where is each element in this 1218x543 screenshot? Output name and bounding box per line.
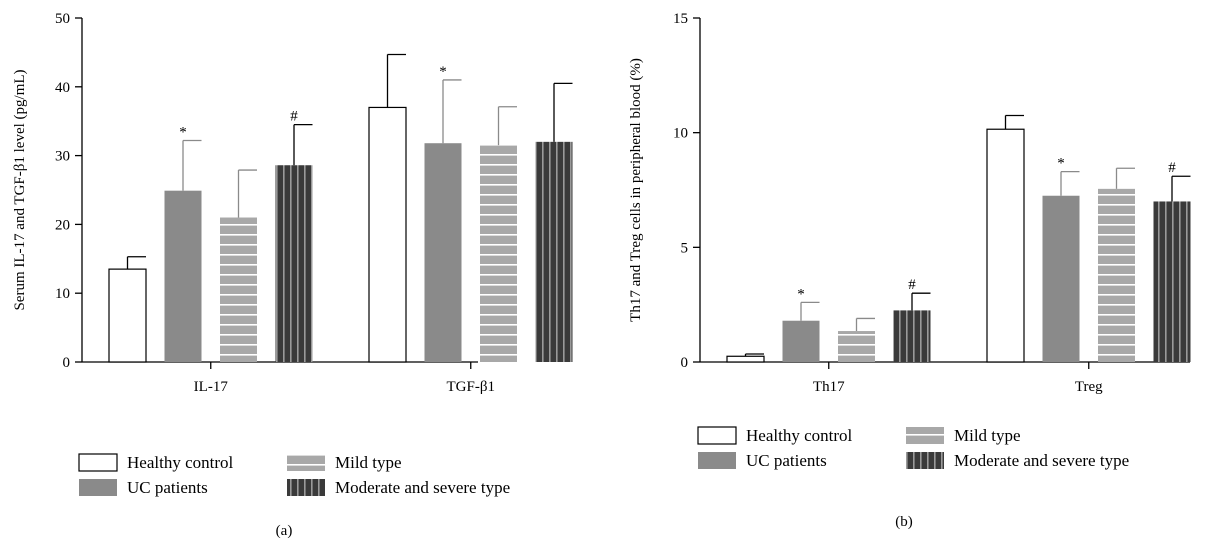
bar-severe	[893, 310, 931, 362]
legend-label: Moderate and severe type	[954, 451, 1129, 470]
legend-label: Healthy control	[746, 426, 852, 445]
legend-swatch-uc	[698, 452, 736, 469]
significance-marker: *	[439, 64, 447, 80]
significance-marker: *	[179, 124, 187, 140]
significance-marker: *	[1057, 156, 1065, 172]
y-tick-label: 0	[63, 355, 71, 371]
x-tick-label: Treg	[1075, 379, 1103, 395]
panel-label: (a)	[276, 523, 293, 539]
legend-swatch-severe	[906, 452, 944, 469]
y-axis-label: Th17 and Treg cells in peripheral blood …	[628, 58, 644, 322]
bar-healthy	[986, 128, 1025, 363]
legend-label: Mild type	[335, 453, 402, 472]
y-tick-label: 20	[55, 217, 70, 233]
bar-uc	[782, 320, 820, 362]
y-tick-label: 10	[673, 126, 688, 142]
legend-swatch-severe	[287, 479, 325, 496]
x-tick-label: Th17	[813, 379, 845, 395]
legend-swatch-healthy	[697, 426, 737, 445]
x-tick-label: IL-17	[194, 379, 229, 395]
significance-marker: #	[290, 109, 298, 125]
y-tick-label: 10	[55, 286, 70, 302]
legend-label: UC patients	[746, 451, 827, 470]
bar-uc	[164, 190, 202, 362]
bar-mild	[220, 217, 257, 362]
legend-swatch-mild	[287, 454, 325, 471]
bar-mild	[838, 331, 875, 362]
x-tick-label: TGF-β1	[447, 379, 495, 395]
legend-label: Healthy control	[127, 453, 233, 472]
significance-marker: #	[908, 277, 916, 293]
legend-label: Mild type	[954, 426, 1021, 445]
bar-mild	[1098, 188, 1135, 362]
chart-panel-b: 0 5 10 15 Th17 and Treg cells in peripheral …	[628, 11, 1191, 530]
legend-label: UC patients	[127, 478, 208, 497]
bar-healthy	[726, 355, 765, 363]
y-tick-label: 0	[681, 355, 689, 371]
significance-marker: #	[1168, 160, 1176, 176]
bar-uc	[1042, 195, 1080, 362]
legend-swatch-uc	[79, 479, 117, 496]
legend-swatch-healthy	[78, 453, 118, 472]
legend-label: Moderate and severe type	[335, 478, 510, 497]
y-tick-label: 50	[55, 11, 70, 27]
legend-swatch-mild	[906, 427, 944, 444]
panel-label: (b)	[895, 514, 913, 530]
y-tick-label: 40	[55, 80, 70, 96]
chart-panel-a: 0 10 20 30 40 50 Serum IL-17 and TGF-β1 level …	[12, 11, 573, 539]
y-axis-label: Serum IL-17 and TGF-β1 level (pg/mL)	[12, 69, 28, 310]
bar-healthy	[108, 268, 147, 363]
y-tick-label: 30	[55, 149, 70, 165]
significance-marker: *	[797, 286, 805, 302]
y-tick-label: 5	[681, 240, 689, 256]
bar-mild	[480, 145, 517, 362]
bar-severe	[1153, 201, 1191, 362]
bar-severe	[535, 141, 573, 362]
bar-severe	[275, 165, 313, 362]
y-tick-label: 15	[673, 11, 688, 27]
bar-uc	[424, 143, 462, 362]
bar-healthy	[368, 106, 407, 363]
